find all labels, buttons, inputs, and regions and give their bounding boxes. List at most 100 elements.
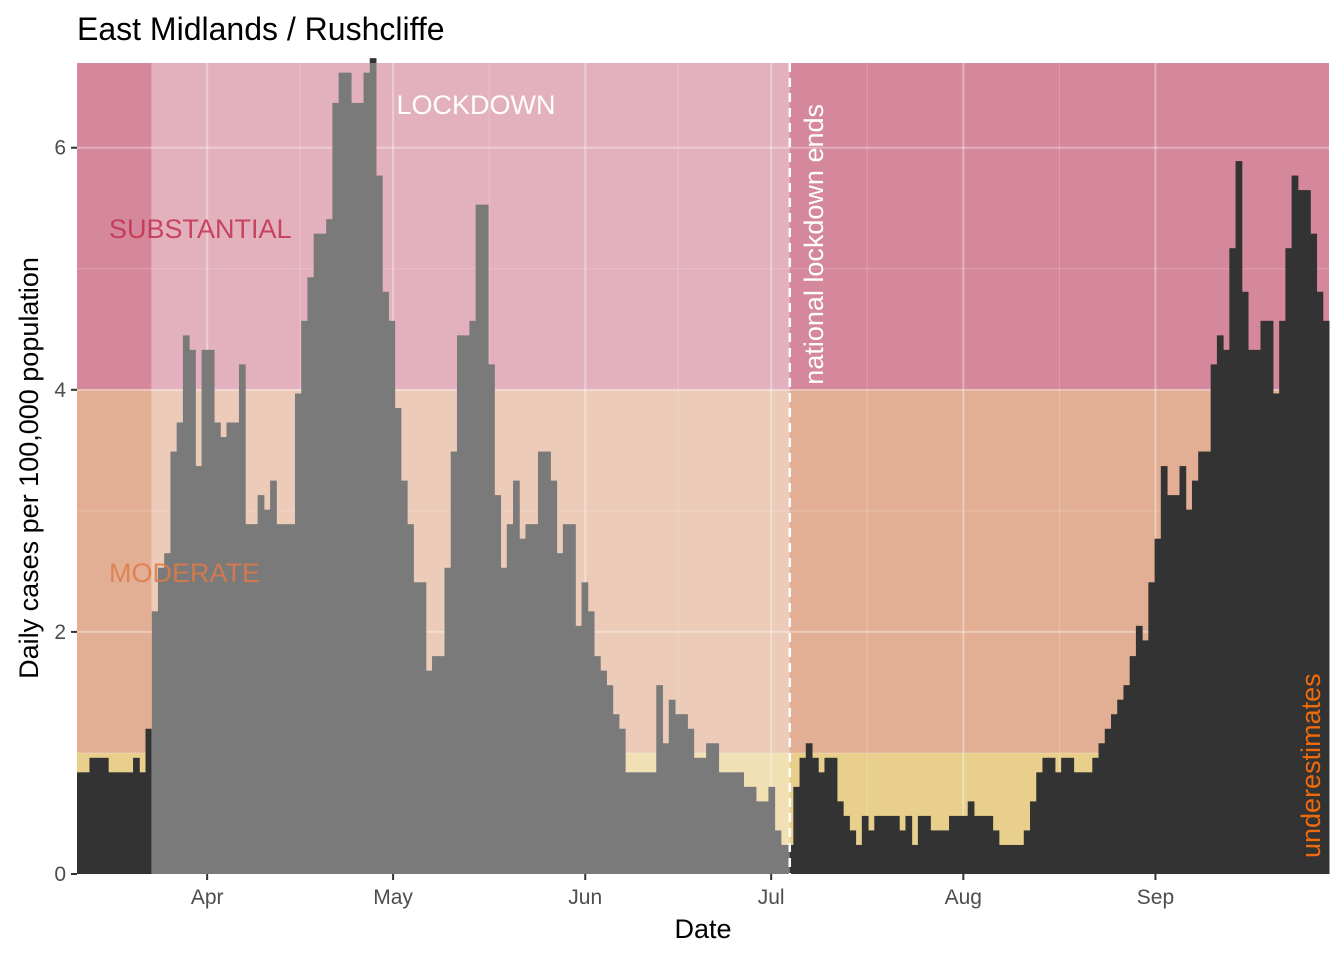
lockdown-label: LOCKDOWN	[396, 90, 555, 120]
bar-111	[768, 786, 776, 874]
bar-102	[712, 743, 720, 874]
y-tick-label-3: 6	[54, 137, 66, 160]
bar-133	[905, 815, 913, 874]
bar-34	[288, 524, 296, 874]
bar-129	[880, 815, 888, 874]
bar-127	[868, 830, 875, 874]
bar-115	[793, 786, 801, 874]
bar-135	[917, 815, 925, 874]
bar-147	[992, 830, 1000, 874]
bar-74	[537, 451, 545, 874]
bar-180	[1198, 451, 1205, 874]
bar-168	[1123, 685, 1131, 874]
band-label-0: SUBSTANTIAL	[109, 214, 292, 244]
bar-109	[755, 801, 763, 874]
bar-37	[307, 277, 315, 874]
bar-120	[824, 757, 832, 874]
bar-61	[456, 335, 464, 875]
bar-14	[164, 553, 171, 874]
bar-95	[668, 699, 676, 874]
bar-119	[818, 772, 825, 874]
bar-188	[1248, 349, 1255, 875]
bar-38	[313, 233, 321, 874]
bar-26	[238, 364, 246, 874]
bar-70	[513, 480, 520, 874]
bar-51	[394, 407, 402, 874]
bar-73	[531, 524, 539, 874]
bar-46	[363, 72, 371, 874]
bar-48	[375, 175, 383, 874]
bar-163	[1092, 757, 1100, 874]
bar-122	[836, 801, 844, 874]
bar-195	[1291, 175, 1299, 874]
bar-93	[656, 685, 664, 874]
bar-155	[1042, 757, 1050, 874]
bar-189	[1254, 349, 1261, 875]
x-tick-label-5: Sep	[1137, 886, 1174, 909]
bar-56	[425, 670, 433, 874]
bar-105	[731, 772, 738, 874]
bar-60	[450, 451, 458, 874]
bar-13	[157, 567, 165, 874]
x-tick-label-3: Jul	[758, 886, 785, 909]
bar-162	[1086, 772, 1093, 874]
bar-171	[1142, 640, 1149, 874]
bar-31	[270, 480, 277, 874]
bar-32	[276, 524, 284, 874]
bar-178	[1185, 509, 1193, 874]
bar-183	[1216, 335, 1224, 875]
bar-21	[207, 349, 215, 875]
overlay	[151, 63, 792, 874]
bar-192	[1272, 393, 1280, 874]
bar-125	[855, 844, 863, 874]
chart-title: East Midlands / Rushcliffe	[77, 11, 445, 47]
bar-59	[444, 567, 452, 874]
bar-118	[812, 757, 819, 874]
y-tick-label-2: 4	[54, 379, 66, 402]
bar-72	[525, 524, 533, 874]
bar-121	[830, 757, 838, 874]
bar-89	[631, 772, 639, 874]
bar-47	[369, 58, 377, 875]
bar-99	[693, 757, 701, 874]
bar-187	[1241, 291, 1249, 874]
bar-88	[625, 772, 632, 874]
bar-136	[924, 815, 931, 874]
bar-154	[1036, 772, 1043, 874]
bar-117	[805, 743, 813, 874]
bar-3	[95, 757, 103, 874]
axes: 0 2 4 6 Apr May Jun Jul Aug Sep	[54, 137, 1174, 909]
x-tick-label-4: Aug	[945, 886, 982, 909]
bar-86	[612, 714, 620, 874]
bar-103	[718, 772, 726, 874]
bar-112	[774, 830, 782, 874]
bar-29	[257, 495, 265, 874]
bar-190	[1260, 320, 1268, 874]
bar-199	[1316, 291, 1324, 874]
bar-33	[282, 524, 290, 874]
bar-194	[1285, 248, 1293, 875]
bar-176	[1173, 495, 1181, 874]
y-tick-label-0: 0	[54, 863, 66, 886]
bar-130	[886, 815, 894, 874]
bar-172	[1148, 582, 1156, 874]
bar-62	[463, 335, 470, 875]
bar-148	[998, 844, 1006, 874]
bar-5	[108, 772, 115, 874]
bar-170	[1135, 625, 1143, 874]
bar-69	[506, 524, 514, 874]
bar-85	[606, 685, 614, 874]
bar-139	[942, 830, 950, 874]
bar-146	[986, 815, 994, 874]
bar-25	[232, 422, 240, 874]
bar-16	[176, 422, 184, 874]
underestimates-label: underestimates	[1296, 673, 1326, 858]
bar-24	[226, 422, 234, 874]
bar-165	[1104, 728, 1112, 874]
bar-45	[357, 102, 365, 875]
bar-141	[955, 815, 962, 874]
bar-92	[650, 772, 657, 874]
bar-134	[911, 844, 919, 874]
lockdown-shading	[151, 63, 790, 874]
bar-80	[575, 625, 583, 874]
